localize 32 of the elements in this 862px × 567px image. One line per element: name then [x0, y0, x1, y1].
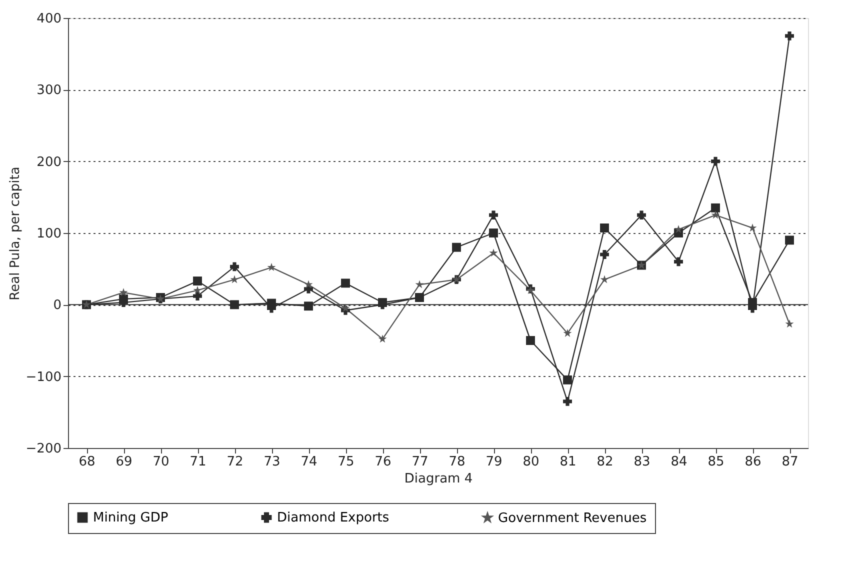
x-tick-label: 70	[152, 454, 170, 470]
x-tick-label: 72	[226, 454, 244, 470]
x-tick-label: 85	[708, 454, 724, 470]
y-tick-label: 100	[36, 226, 62, 242]
y-tick-label: 200	[36, 154, 62, 170]
x-tick-label: 68	[78, 454, 96, 470]
x-tick-label: 83	[634, 454, 650, 470]
x-tick-label: 81	[560, 454, 576, 470]
x-tick-label: 73	[264, 454, 280, 470]
x-axis-title: Diagram 4	[404, 472, 473, 486]
y-tick-label: −200	[26, 442, 62, 456]
y-tick-label: 400	[36, 12, 62, 26]
y-tick-label: 0	[53, 298, 62, 314]
y-tick-label: 300	[36, 83, 62, 98]
x-tick-label: 86	[744, 454, 762, 470]
x-tick-label: 76	[374, 454, 392, 470]
legend-label: Government Revenues	[498, 510, 647, 526]
x-tick-label: 87	[782, 454, 798, 470]
x-tick-label: 78	[448, 454, 466, 470]
x-tick-label: 74	[300, 454, 318, 470]
x-tick-label: 84	[670, 454, 688, 470]
x-tick-label: 82	[596, 454, 614, 470]
x-tick-label: 75	[338, 454, 354, 470]
legend-label: Mining GDP	[93, 510, 168, 526]
x-tick-label: 71	[190, 454, 206, 470]
y-tick-label: −100	[26, 370, 62, 385]
x-tick-label: 69	[116, 454, 132, 470]
x-tick-label: 80	[522, 454, 540, 470]
x-tick-label: 79	[486, 454, 502, 470]
y-axis-title: Real Pula, per capita	[8, 166, 23, 300]
legend-label: Diamond Exports	[277, 510, 390, 526]
x-tick-label: 77	[412, 454, 428, 470]
